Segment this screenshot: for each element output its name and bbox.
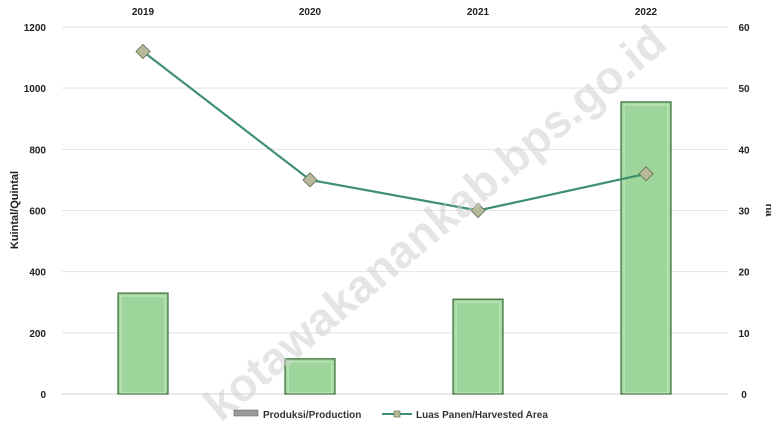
y-tick-label: 0	[40, 390, 46, 401]
y2-tick-label: 40	[738, 145, 750, 156]
category-axis-ticks: 2019 2020 2021 2022	[132, 7, 658, 18]
bar	[452, 298, 504, 395]
bar-highlight	[623, 104, 669, 394]
legend-production-swatch	[233, 409, 259, 417]
y2-tick-label: 30	[738, 207, 750, 218]
x-tick-label: 2022	[635, 7, 658, 18]
y-tick-label: 400	[29, 268, 46, 279]
watermark-text: kotawakanankab.bps.go.id	[194, 15, 676, 427]
legend-item-harvested-area[interactable]: Luas Panen/Harvested Area	[382, 410, 548, 421]
production-bars	[117, 101, 672, 395]
y2-tick-label: 60	[738, 23, 750, 34]
y2-tick-label: 50	[738, 84, 750, 95]
line-point	[135, 43, 151, 60]
line-point	[302, 172, 318, 188]
right-axis-title: ha	[763, 204, 771, 218]
bar	[620, 101, 672, 395]
bar	[117, 292, 169, 395]
y2-tick-label: 10	[738, 329, 750, 340]
y2-tick-label: 0	[741, 390, 747, 401]
left-axis-title: Kuintal/Quintal	[9, 171, 21, 249]
y-tick-label: 1200	[24, 23, 47, 34]
bar-highlight	[455, 301, 501, 394]
bar	[284, 358, 336, 395]
x-tick-label: 2021	[467, 7, 490, 18]
line-point	[470, 202, 486, 219]
legend-production-label: Produksi/Production	[263, 410, 361, 421]
line-point	[638, 166, 654, 182]
left-axis-ticks: 0 200 400 600 800 1000 1200	[24, 23, 47, 401]
legend: Produksi/Production Luas Panen/Harvested…	[233, 409, 548, 421]
y-tick-label: 600	[29, 207, 46, 218]
y-tick-label: 1000	[24, 84, 47, 95]
watermark: kotawakanankab.bps.go.id	[194, 15, 676, 427]
legend-harvested-area-marker	[393, 410, 401, 418]
y-tick-label: 800	[29, 145, 46, 156]
y2-tick-label: 20	[738, 268, 750, 279]
x-tick-label: 2019	[132, 7, 155, 18]
y-tick-label: 200	[29, 329, 46, 340]
bar-highlight	[287, 361, 333, 394]
line-path	[142, 50, 647, 212]
bar-highlight	[120, 295, 166, 394]
legend-item-production[interactable]: Produksi/Production	[233, 409, 361, 421]
right-axis-ticks: 0 10 20 30 40 50 60	[738, 23, 750, 401]
gridlines	[62, 26, 728, 395]
legend-harvested-area-label: Luas Panen/Harvested Area	[416, 410, 548, 421]
x-tick-label: 2020	[299, 7, 322, 18]
harvested-area-line	[135, 43, 654, 219]
